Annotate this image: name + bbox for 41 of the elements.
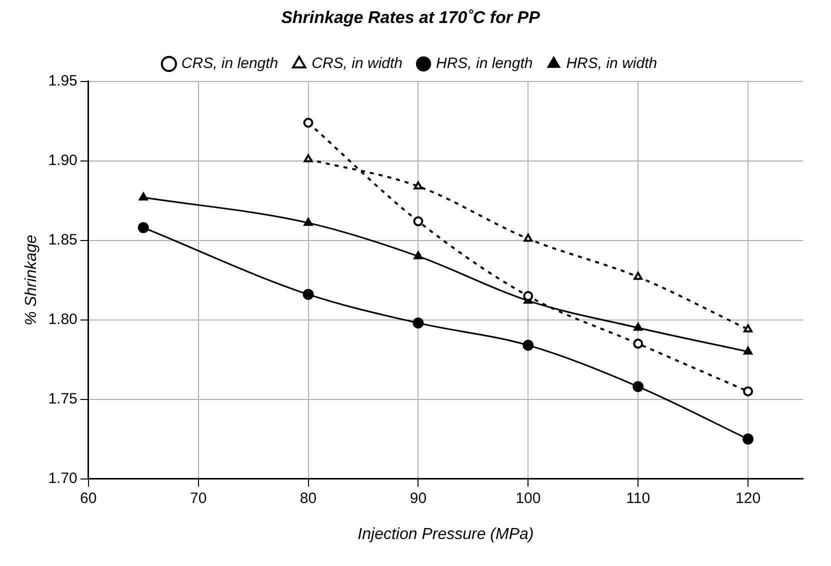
point [412, 318, 424, 329]
point [633, 322, 643, 331]
x-tick-label: 70 [190, 490, 207, 507]
point [303, 217, 314, 226]
point [524, 234, 533, 242]
x-tick-label: 80 [300, 490, 317, 507]
x-tick-label: 110 [626, 490, 650, 507]
x-tick-label: 120 [736, 490, 761, 507]
point [138, 222, 149, 234]
point [523, 290, 534, 301]
y-tick-label: 1.85 [48, 232, 78, 248]
legend-label: HRS, in width [566, 55, 658, 72]
point [742, 434, 754, 445]
chart-title: Shrinkage Rates at 170˚C for PP [281, 8, 541, 27]
point [304, 154, 313, 162]
point [743, 386, 754, 396]
point [633, 338, 644, 349]
point [138, 192, 148, 200]
point [413, 250, 424, 260]
legend-label: CRS, in length [181, 55, 278, 72]
legend-label: HRS, in length [436, 55, 533, 72]
y-axis-title: % Shrinkage [23, 234, 40, 326]
point [414, 181, 423, 190]
point [632, 381, 644, 392]
point [522, 340, 534, 351]
point [303, 118, 314, 128]
y-tick-label: 1.75 [48, 390, 78, 408]
x-axis-title: Injection Pressure (MPa) [358, 526, 534, 543]
legend-label: CRS, in width [312, 55, 403, 72]
y-tick-label: 1.80 [48, 310, 78, 328]
x-tick-label: 60 [80, 490, 97, 507]
x-tick-label: 100 [516, 490, 541, 507]
y-tick-label: 1.90 [48, 152, 78, 170]
x-tick-label: 90 [410, 490, 427, 507]
y-tick-label: 1.95 [48, 72, 78, 90]
point [413, 216, 424, 226]
point [634, 272, 643, 280]
point [744, 324, 752, 332]
point [302, 288, 314, 300]
y-tick-label: 1.70 [48, 470, 78, 487]
point [743, 346, 753, 355]
